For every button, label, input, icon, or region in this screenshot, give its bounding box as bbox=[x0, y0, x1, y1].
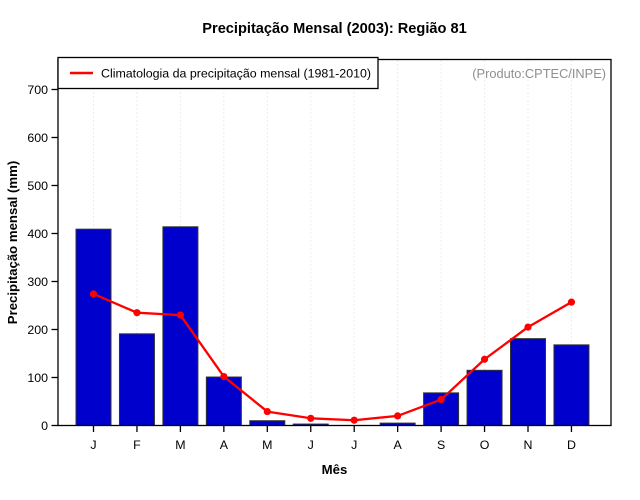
climatology-point-oct bbox=[480, 355, 489, 363]
legend-box bbox=[57, 56, 379, 90]
bar-may bbox=[249, 420, 286, 427]
bar-jan bbox=[75, 228, 112, 426]
climatology-point-jun bbox=[307, 414, 315, 422]
y-axis-label: Precipitação mensal (mm) bbox=[5, 161, 20, 324]
legend-entry-label: Climatologia da precipitação mensal (198… bbox=[101, 67, 371, 81]
x-tick-label-apr: A bbox=[220, 438, 229, 452]
legend: Climatologia da precipitação mensal (198… bbox=[57, 56, 379, 90]
climatology-point-jan bbox=[89, 290, 98, 298]
y-tick-label-0: 0 bbox=[41, 419, 48, 433]
climatology-point-jul bbox=[350, 416, 358, 424]
climatology-line bbox=[92, 292, 573, 422]
y-tick-label-300: 300 bbox=[27, 275, 48, 289]
bar-oct bbox=[466, 369, 503, 426]
y-tick-label-500: 500 bbox=[27, 179, 48, 193]
x-tick-label-jan: J bbox=[90, 438, 96, 452]
x-tick-label-aug: A bbox=[394, 438, 403, 452]
x-tick-label-nov: N bbox=[524, 438, 533, 452]
climatology-point-aug bbox=[394, 412, 402, 420]
gridlines-group bbox=[93, 60, 572, 425]
bar-nov bbox=[510, 338, 546, 426]
bar-feb bbox=[118, 333, 155, 427]
climatology-point-dec bbox=[567, 298, 576, 306]
y-tick-label-700: 700 bbox=[27, 83, 48, 97]
x-tick-label-oct: O bbox=[480, 438, 490, 452]
producer-annotation: (Produto:CPTEC/INPE) bbox=[472, 66, 606, 81]
x-tick-label-sep: S bbox=[437, 438, 445, 452]
x-tick-label-may: M bbox=[262, 438, 272, 452]
chart-title: Precipitação Mensal (2003): Região 81 bbox=[202, 21, 466, 37]
bar-mar bbox=[162, 226, 199, 426]
climatology-point-nov bbox=[524, 323, 532, 331]
climatology-point-mar bbox=[176, 311, 184, 319]
y-tick-label-100: 100 bbox=[27, 371, 48, 385]
climatology-line-group bbox=[89, 290, 576, 424]
bar-dec bbox=[553, 344, 590, 426]
x-tick-label-dec: D bbox=[567, 438, 576, 452]
climatology-point-may bbox=[263, 407, 271, 416]
x-tick-label-mar: M bbox=[175, 438, 185, 452]
climatology-point-feb bbox=[133, 309, 141, 317]
x-tick-label-jul: J bbox=[351, 438, 357, 452]
climatology-point-sep bbox=[437, 395, 445, 404]
x-axis-label: Mês bbox=[322, 462, 348, 477]
y-tick-label-200: 200 bbox=[27, 323, 48, 337]
climatology-point-apr bbox=[220, 372, 228, 381]
y-tick-label-600: 600 bbox=[27, 131, 48, 145]
x-tick-label-jun: J bbox=[308, 438, 314, 452]
bars-group bbox=[75, 226, 590, 427]
y-tick-label-400: 400 bbox=[27, 227, 48, 241]
x-tick-label-feb: F bbox=[133, 438, 141, 452]
bar-apr bbox=[205, 376, 242, 426]
y-axis-ticks-group: 0 100 200 300 400 500 600 700 bbox=[27, 83, 58, 433]
